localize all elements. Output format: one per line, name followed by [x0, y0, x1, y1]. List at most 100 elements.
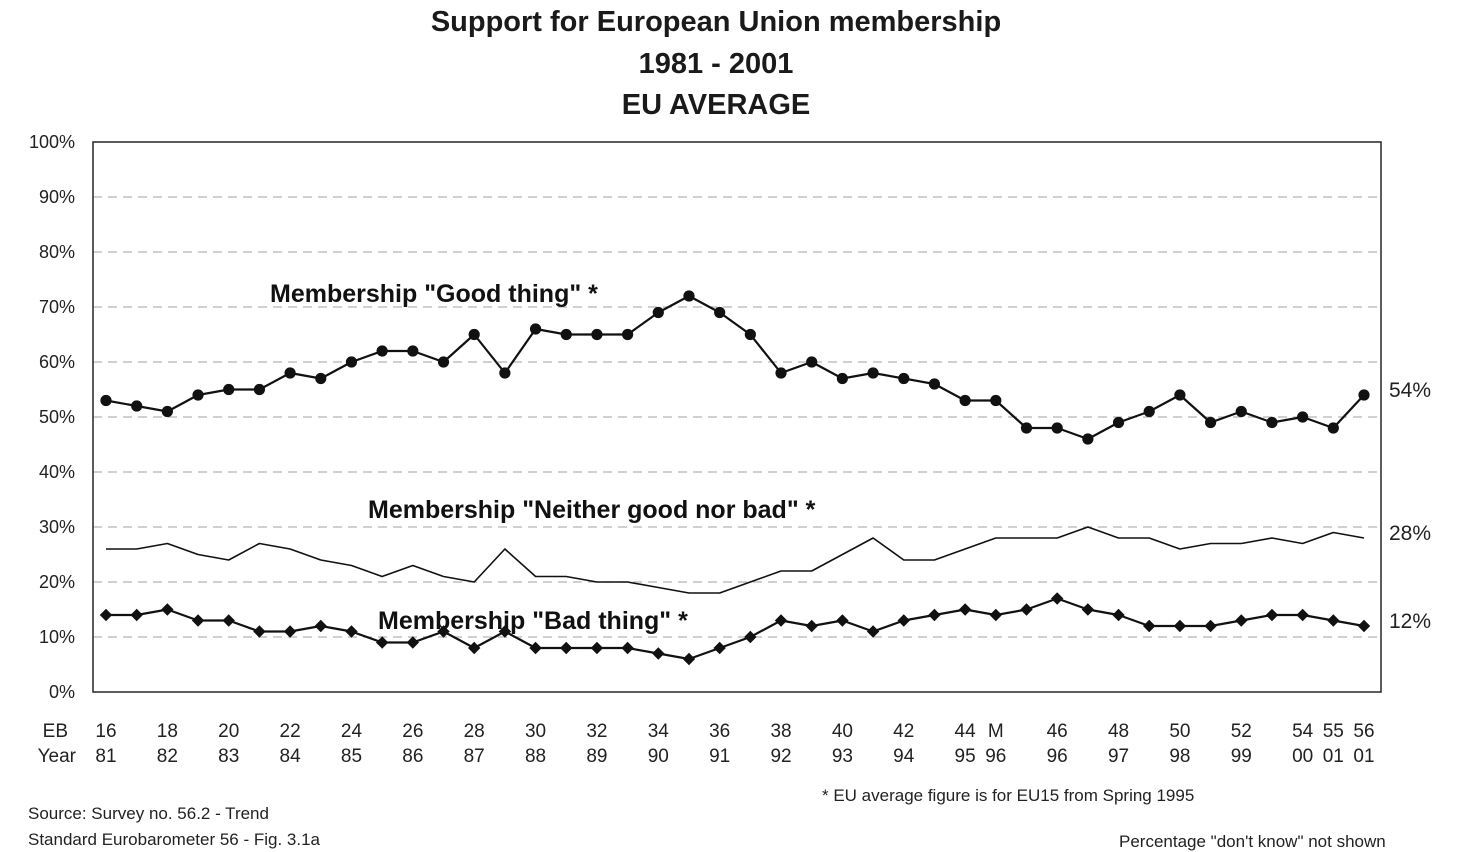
- x-tick-eb: 36: [709, 721, 730, 742]
- x-tick-year: 87: [464, 746, 485, 767]
- x-tick-year: 83: [218, 746, 239, 767]
- data-point: [1050, 592, 1064, 605]
- x-tick-eb: 52: [1231, 721, 1252, 742]
- data-point: [805, 619, 818, 633]
- data-point: [161, 603, 174, 616]
- x-tick-year: 00: [1292, 746, 1313, 767]
- x-tick-eb: 50: [1169, 721, 1190, 742]
- x-tick-year: 89: [586, 746, 607, 767]
- data-point: [376, 345, 388, 357]
- data-point: [1327, 614, 1340, 627]
- x-tick-year: 92: [770, 746, 791, 767]
- data-point: [560, 641, 573, 655]
- data-point: [621, 641, 634, 655]
- data-point: [1204, 619, 1217, 633]
- data-point: [590, 641, 604, 655]
- data-point: [774, 614, 788, 627]
- data-point: [1174, 389, 1186, 401]
- data-point: [652, 647, 665, 660]
- data-point: [284, 367, 296, 379]
- x-tick-eb: 24: [341, 721, 363, 742]
- data-point: [499, 367, 511, 379]
- y-tick-label: 30%: [39, 517, 75, 537]
- x-tick-eb: 56: [1353, 721, 1374, 742]
- data-point: [1112, 416, 1125, 429]
- data-point: [989, 608, 1003, 622]
- data-point: [1143, 405, 1155, 418]
- x-row-label-eb: EB: [43, 721, 68, 742]
- series-end-label: 28%: [1389, 522, 1431, 545]
- x-tick-year: 86: [402, 746, 423, 767]
- chart-subtitle-years: 1981 - 2001: [638, 48, 794, 80]
- series-end-label: 54%: [1389, 379, 1431, 402]
- data-point: [192, 389, 204, 401]
- x-tick-eb: 32: [586, 721, 607, 742]
- x-tick-eb: 42: [893, 721, 914, 742]
- data-point: [683, 290, 695, 302]
- data-point: [468, 328, 480, 341]
- x-tick-year: 01: [1353, 746, 1374, 767]
- data-point: [928, 608, 941, 622]
- x-tick-year: 99: [1231, 746, 1252, 767]
- x-tick-eb: 22: [280, 721, 301, 742]
- plot-frame: [92, 141, 1382, 693]
- chart-title: Support for European Union membership: [430, 6, 1002, 38]
- x-tick-year: 93: [832, 746, 853, 767]
- series-line: [106, 597, 1365, 661]
- y-tick-label: 80%: [39, 242, 75, 262]
- data-point: [1051, 422, 1063, 434]
- x-tick-year: 88: [525, 746, 546, 767]
- data-point: [1020, 603, 1033, 616]
- x-row-label-year: Year: [38, 746, 77, 767]
- y-tick-label: 90%: [39, 187, 75, 207]
- x-tick-eb: 44: [955, 721, 977, 742]
- x-tick-year: 90: [648, 746, 669, 767]
- x-tick-year: 96: [1047, 746, 1068, 767]
- x-tick-eb: 34: [648, 721, 670, 742]
- x-tick-eb: 55: [1323, 721, 1344, 742]
- data-point: [714, 306, 726, 319]
- data-point: [682, 652, 696, 666]
- x-tick-year: 91: [709, 746, 730, 767]
- data-point: [1358, 389, 1370, 401]
- series-label: Membership "Good thing" *: [270, 280, 598, 308]
- data-point: [744, 328, 756, 341]
- data-point: [958, 603, 972, 616]
- data-point: [1296, 608, 1309, 622]
- data-point: [375, 636, 389, 649]
- source-line: Source: Survey no. 56.2 - Trend: [28, 804, 269, 823]
- y-tick-label: 50%: [39, 407, 75, 427]
- data-point: [99, 608, 113, 622]
- data-point: [100, 394, 112, 407]
- data-point: [222, 614, 235, 627]
- x-tick-year: 98: [1169, 746, 1190, 767]
- data-point: [223, 383, 235, 396]
- data-point: [836, 614, 849, 627]
- data-point: [130, 608, 143, 622]
- data-point: [591, 328, 603, 341]
- y-tick-label: 100%: [29, 132, 75, 152]
- data-point: [191, 614, 205, 627]
- x-tick-eb: 30: [525, 721, 546, 742]
- series-line: [106, 526, 1365, 594]
- data-point: [836, 372, 848, 385]
- dont-know-note: Percentage "don't know" not shown: [1119, 832, 1386, 851]
- data-point: [1265, 608, 1279, 622]
- data-point: [560, 328, 572, 341]
- x-tick-eb: 46: [1047, 721, 1068, 742]
- data-point: [1143, 619, 1156, 633]
- x-tick-year: 81: [95, 746, 116, 767]
- data-point: [345, 625, 358, 638]
- x-tick-year: 85: [341, 746, 362, 767]
- x-tick-year: 95: [955, 746, 976, 767]
- data-point: [529, 323, 542, 335]
- chart-subtitle-average: EU AVERAGE: [621, 89, 811, 121]
- data-point: [1235, 405, 1247, 418]
- data-point: [1204, 416, 1217, 429]
- data-point: [1266, 416, 1278, 429]
- y-tick-label: 20%: [39, 572, 75, 592]
- publication-line: Standard Eurobarometer 56 - Fig. 3.1a: [28, 830, 320, 849]
- data-point: [314, 619, 327, 633]
- data-point: [806, 356, 818, 368]
